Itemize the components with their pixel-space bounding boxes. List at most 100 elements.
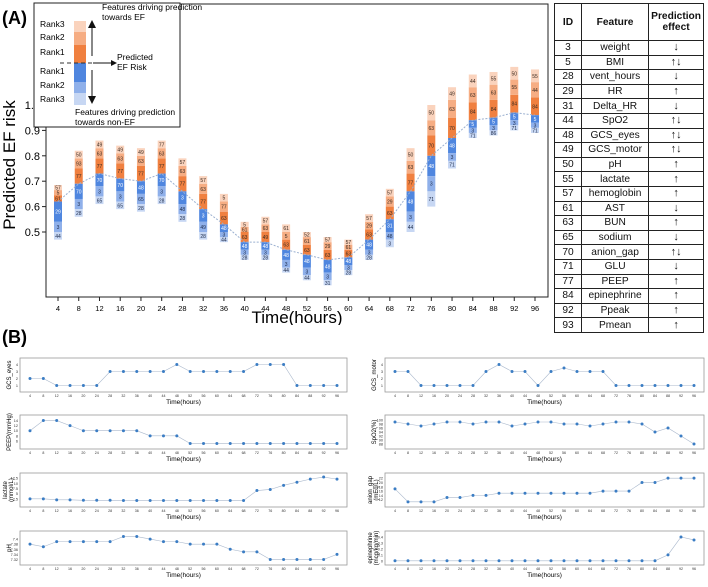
legend-rank-label: Rank1 (40, 47, 65, 57)
feature-effect-cell: ↑ (648, 302, 704, 319)
small-data-point (28, 429, 32, 433)
nonef-feature-id-label: 3 (181, 196, 184, 202)
feature-table-body: 3 weight ↓ 5 BMI ↑↓ 28 vent_hours ↓ 29 HR ↑ 31 Delta_… (554, 40, 704, 333)
small-y-tick-label: 12.5 (11, 477, 18, 481)
small-x-tick-label: 4 (29, 509, 31, 513)
small-data-point (121, 370, 125, 373)
ef-feature-id-label: 57 (346, 240, 352, 246)
nonef-contribution-bar (240, 242, 249, 250)
small-data-point (614, 420, 618, 424)
legend-frame (33, 2, 181, 128)
y-tick-label: 0.9 (25, 125, 40, 137)
small-y-tick-label: 2 (381, 377, 383, 381)
small-x-tick-label: 20 (445, 451, 449, 455)
ef-contribution-bar (385, 206, 394, 220)
nonef-feature-id-label: 48 (366, 243, 372, 249)
ef-feature-id-label: 61 (55, 196, 61, 202)
ef-contribution-bar (178, 158, 187, 166)
ef-contribution-bar (406, 173, 415, 192)
feature-effect-cell: ↓ (648, 69, 704, 85)
x-tick-label: 80 (448, 304, 456, 313)
ef-contribution-bar (261, 232, 270, 243)
small-x-tick-label: 4 (29, 451, 31, 455)
x-tick-label: 96 (531, 304, 539, 313)
small-y-tick-label: 22 (379, 477, 383, 481)
small-x-tick-label: 96 (692, 567, 696, 571)
small-x-tick-label: 60 (575, 394, 579, 398)
nonef-contribution-bar (54, 201, 62, 222)
small-data-point (121, 498, 125, 502)
small-x-tick-label: 24 (458, 394, 462, 398)
small-data-point (679, 535, 683, 539)
small-data-point (601, 559, 605, 563)
small-x-tick-label: 88 (666, 451, 670, 455)
small-data-point (242, 498, 246, 502)
feature-id-cell: 65 (554, 229, 582, 246)
small-x-tick-label: 36 (497, 451, 501, 455)
small-plot-epinephrine: 00.10.20.30.44 8 12 16 20 24 28 32 36 40 44 48 52 56 6… (368, 530, 705, 579)
small-x-tick-label: 48 (536, 509, 540, 513)
ef-contribution-bar (261, 216, 270, 225)
small-data-point (295, 480, 299, 484)
ef-feature-id-label: 29 (366, 224, 372, 230)
x-tick-label: 44 (261, 304, 269, 313)
small-x-tick-label: 36 (135, 451, 139, 455)
small-data-point (575, 491, 579, 495)
small-x-tick-label: 20 (81, 394, 85, 398)
feature-name-cell: BMI (580, 54, 650, 71)
nonef-contribution-bar (178, 191, 187, 205)
small-x-tick-label: 80 (282, 451, 286, 455)
nonef-contribution-bar (157, 186, 166, 197)
nonef-feature-id-label: 48 (304, 259, 310, 265)
nonef-feature-id-label: 44 (408, 225, 414, 231)
small-data-point (497, 420, 501, 424)
small-data-point (55, 540, 59, 544)
ef-feature-id-label: 77 (138, 172, 144, 178)
nonef-contribution-bar (344, 257, 353, 266)
nonef-feature-id-label: 44 (55, 234, 61, 240)
small-data-point (55, 498, 59, 502)
nonef-feature-id-label: 71 (511, 126, 517, 132)
feature-table-row: 63 BUN ↑ (554, 215, 704, 231)
nonef-contribution-bar (323, 259, 332, 273)
nonef-contribution-bar (427, 176, 436, 192)
small-data-point (202, 370, 206, 373)
small-x-tick-label: 84 (653, 394, 657, 398)
nonef-contribution-bar (510, 125, 519, 131)
feature-effect-cell: ↑↓ (648, 244, 704, 260)
y-axis-label: Predicted EF risk (0, 100, 19, 230)
small-plot-ph: 7.327.347.367.387.44 8 12 16 20 24 28 32 36 40 44 4… (7, 530, 348, 579)
feature-table-header: ID Feature Prediction effect (554, 3, 704, 41)
ef-contribution-bar (74, 150, 83, 159)
small-x-tick-label: 16 (68, 451, 72, 455)
ef-feature-id-label: 61 (346, 245, 352, 251)
ef-feature-id-label: 57 (387, 191, 393, 197)
ef-feature-id-label: 63 (200, 187, 206, 193)
legend-rank-label: Rank2 (40, 80, 65, 90)
ef-contribution-bar (261, 224, 270, 232)
ef-contribution-bar (489, 71, 498, 85)
ef-feature-id-label: 61 (242, 227, 248, 233)
small-x-tick-label: 20 (445, 509, 449, 513)
small-x-tick-label: 40 (148, 509, 152, 513)
small-data-point (175, 540, 179, 544)
nonef-contribution-bar (219, 232, 228, 238)
small-data-point (108, 540, 112, 544)
small-data-point (510, 424, 514, 428)
small-data-point (108, 429, 112, 433)
small-x-tick-label: 52 (549, 509, 553, 513)
x-axis-label: Time(hours) (252, 308, 343, 325)
feature-effect-cell: ↑ (648, 288, 704, 304)
small-data-point (81, 429, 85, 433)
feature-id-cell: 77 (554, 273, 582, 290)
ef-contribution-bar (531, 82, 539, 98)
ef-feature-id-label: 63 (325, 253, 331, 259)
small-data-point (523, 559, 527, 563)
small-y-tick-label: 0 (381, 559, 383, 563)
small-data-point (432, 559, 436, 563)
small-plot-frame (19, 414, 348, 450)
ef-contribution-bar (54, 195, 62, 202)
nonef-contribution-bar (178, 214, 187, 222)
small-x-tick-label: 52 (549, 451, 553, 455)
